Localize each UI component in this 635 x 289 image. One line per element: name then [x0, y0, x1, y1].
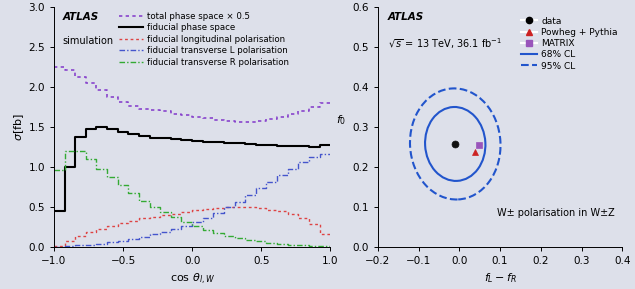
- Y-axis label: $f_0$: $f_0$: [336, 113, 346, 127]
- Text: simulation: simulation: [62, 36, 114, 46]
- Text: $\sqrt{s}$ = 13 TeV, 36.1 fb$^{-1}$: $\sqrt{s}$ = 13 TeV, 36.1 fb$^{-1}$: [387, 36, 502, 51]
- Text: ATLAS: ATLAS: [387, 12, 424, 22]
- Text: W± polarisation in W±Z: W± polarisation in W±Z: [497, 208, 615, 218]
- Legend: data, Powheg + Pythia, MATRIX, 68% CL, 95% CL: data, Powheg + Pythia, MATRIX, 68% CL, 9…: [521, 16, 618, 71]
- X-axis label: cos $\theta_{l,W}$: cos $\theta_{l,W}$: [170, 272, 215, 287]
- Y-axis label: $\sigma$[fb]: $\sigma$[fb]: [11, 113, 25, 141]
- Text: ATLAS: ATLAS: [62, 12, 98, 22]
- X-axis label: $f_L - f_R$: $f_L - f_R$: [484, 272, 516, 286]
- Legend: total phase space × 0.5, fiducial phase space, fiducial longitudinal polarisatio: total phase space × 0.5, fiducial phase …: [119, 12, 290, 67]
